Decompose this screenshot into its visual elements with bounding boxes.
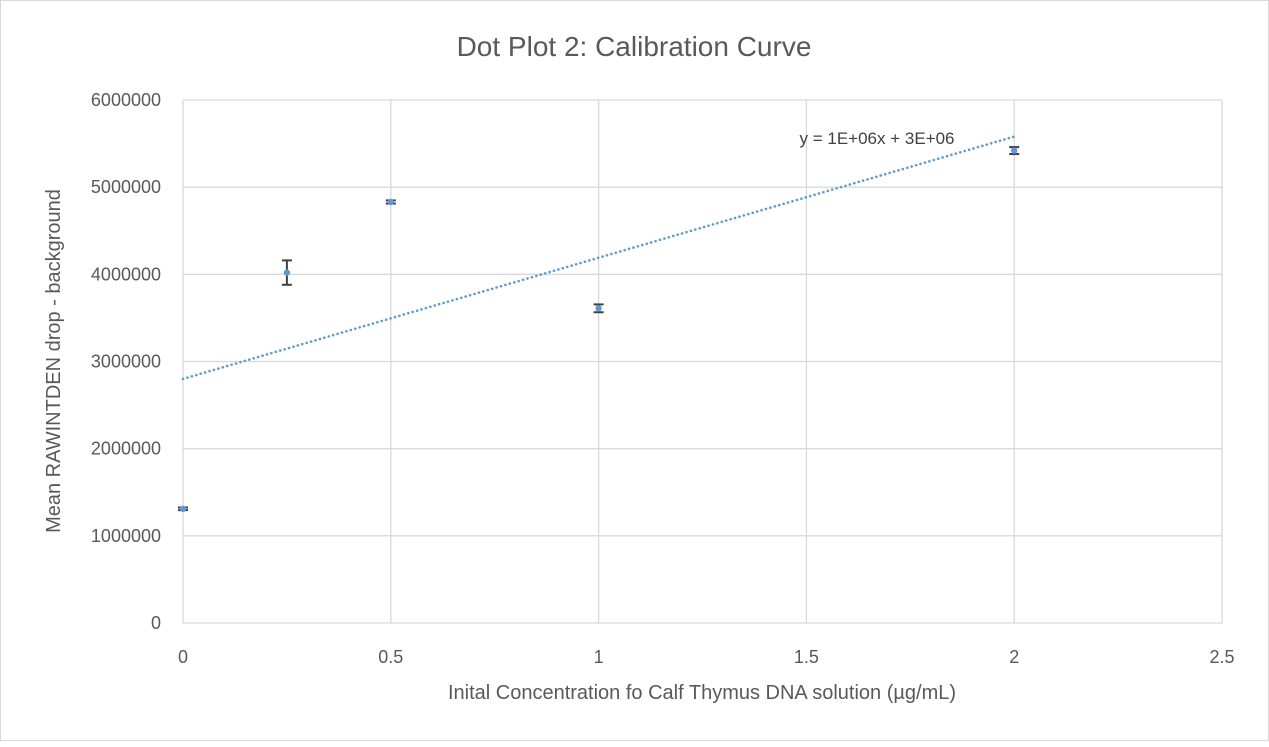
trendline — [181, 135, 1016, 381]
axes: 0 1000000 2000000 3000000 4000000 5000000 6000… — [91, 90, 1235, 667]
y-tick-label: 4000000 — [91, 264, 161, 284]
data-point — [1011, 147, 1018, 154]
y-tick-label: 1000000 — [91, 526, 161, 546]
x-tick-label: 0.5 — [378, 647, 403, 667]
y-tick-label: 5000000 — [91, 177, 161, 197]
x-tick-label: 2.5 — [1209, 647, 1234, 667]
y-axis-label: Mean RAWINTDEN drop - background — [43, 189, 65, 533]
data-point — [387, 198, 394, 206]
y-tick-label: 3000000 — [91, 352, 161, 372]
chart-title: Dot Plot 2: Calibration Curve — [457, 31, 812, 62]
trendline-group — [181, 135, 1016, 381]
y-tick-label: 2000000 — [91, 439, 161, 459]
x-tick-label: 2 — [1009, 647, 1019, 667]
data-points — [179, 147, 1018, 513]
data-point — [283, 269, 291, 276]
data-point — [595, 305, 602, 312]
x-tick-label: 0 — [178, 647, 188, 667]
grid — [182, 99, 1223, 624]
data-point — [179, 505, 187, 513]
x-tick-label: 1 — [594, 647, 604, 667]
x-axis-label: Inital Concentration fo Calf Thymus DNA … — [448, 682, 956, 704]
y-tick-label: 6000000 — [91, 90, 161, 110]
y-tick-label: 0 — [151, 613, 161, 633]
trendline-equation: y = 1E+06x + 3E+06 — [799, 129, 954, 148]
x-tick-label: 1.5 — [794, 647, 819, 667]
